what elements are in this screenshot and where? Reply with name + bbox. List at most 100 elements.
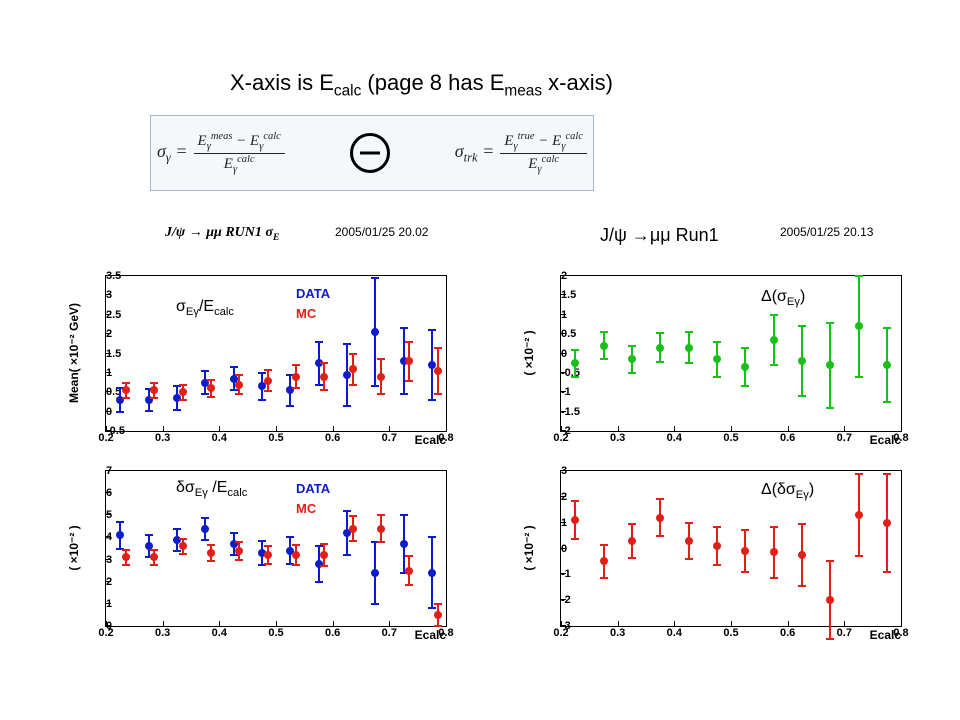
x-tick: 0.3 [155,626,170,639]
y-axis-label: ( ×10⁻² ) [67,525,81,570]
data-point [377,373,385,381]
formula-sigma-gamma: σγ = Eγmeas − Eγcalc Eγcalc [157,131,285,174]
st-lhs: σtrk = [455,141,495,166]
plot-frame: Ecalc012345670.20.30.40.50.60.70.8δσEγ /… [105,470,447,627]
panel-top-right: Ecalc-2-1.5-1-0.500.511.520.20.30.40.50.… [515,275,910,455]
x-tick: 0.7 [382,626,397,639]
y-tick: 2 [561,270,563,282]
x-tick: 0.4 [212,431,227,444]
x-tick: 0.2 [553,626,568,639]
data-point [371,328,379,336]
y-tick: 2 [106,328,108,340]
x-tick: 0.3 [155,431,170,444]
y-tick: -1.5 [561,406,563,418]
data-point [179,388,187,396]
panel-bottom-left: Ecalc012345670.20.30.40.50.60.70.8δσEγ /… [60,470,455,650]
data-point [428,569,436,577]
y-tick: 1.5 [561,289,563,301]
plot-frame: Ecalc-0.500.511.522.533.50.20.30.40.50.6… [105,275,447,432]
y-tick: 7 [106,465,108,477]
data-point [628,355,636,363]
data-point [826,596,834,604]
y-tick: 0 [106,406,108,418]
x-tick: 0.4 [667,626,682,639]
data-point [883,519,891,527]
y-tick: 1.5 [106,348,108,360]
y-tick: 0.5 [106,386,108,398]
data-point [292,551,300,559]
y-tick: 2 [561,491,563,503]
data-point [798,357,806,365]
sg-lhs: σγ = [157,141,188,166]
data-point [713,355,721,363]
y-tick: -1 [561,386,563,398]
x-tick: 0.8 [893,431,908,444]
sg-num: Eγmeas − Eγcalc [194,131,285,153]
x-tick: 0.3 [610,626,625,639]
x-tick: 0.6 [780,431,795,444]
y-tick: 4 [106,531,108,543]
hdr-right-label: J/ψ →μμ Run1 [600,225,719,246]
data-point [349,525,357,533]
x-tick: 0.4 [212,626,227,639]
data-point [320,551,328,559]
series-label: Δ(δσEγ) [761,481,814,501]
t1: calc [334,82,361,99]
data-point [150,553,158,561]
formula-sigma-trk: σtrk = Eγtrue − Eγcalc Eγcalc [455,131,587,174]
data-point [116,531,124,539]
x-tick: 0.4 [667,431,682,444]
data-point [122,553,130,561]
y-tick: 5 [106,509,108,521]
data-point [600,557,608,565]
hdr-right-ts: 2005/01/25 20.13 [780,225,873,239]
data-point [741,547,749,555]
t3: meas [504,82,542,99]
data-point [770,336,778,344]
legend-mc: MC [296,501,316,516]
y-tick: -2 [561,594,563,606]
series-label: Δ(σEγ) [761,288,805,308]
x-tick: 0.2 [553,431,568,444]
t2: (page 8 has E [361,70,504,95]
x-tick: 0.6 [325,431,340,444]
st-den: Eγcalc [524,154,563,175]
data-point [264,551,272,559]
data-point [122,386,130,394]
y-tick: 3 [561,465,563,477]
data-point [264,377,272,385]
x-tick: 0.7 [382,431,397,444]
y-tick: 3.5 [106,270,108,282]
data-point [713,542,721,550]
page-root: X-axis is Ecalc (page 8 has Emeas x-axis… [0,0,960,720]
data-point [571,359,579,367]
data-point [405,567,413,575]
data-point [741,363,749,371]
data-point [855,511,863,519]
data-point [798,551,806,559]
x-tick: 0.5 [723,626,738,639]
legend-mc: MC [296,306,316,321]
y-tick: 2.5 [106,309,108,321]
x-tick: 0.7 [837,431,852,444]
y-tick: 0 [561,543,563,555]
data-point [434,611,442,619]
data-point [685,537,693,545]
x-tick: 0.5 [268,431,283,444]
data-point [377,525,385,533]
y-tick: 1 [106,598,108,610]
y-tick: 1 [561,309,563,321]
y-tick: 0.5 [561,328,563,340]
data-point [656,344,664,352]
x-tick: 0.3 [610,431,625,444]
data-point [770,548,778,556]
data-point [179,542,187,550]
series-label: σEγ/Ecalc [176,298,234,318]
t4: x-axis) [542,70,613,95]
data-point [685,344,693,352]
plot-frame: Ecalc-3-2-101230.20.30.40.50.60.70.8Δ(δσ… [560,470,902,627]
data-point [571,516,579,524]
panel-top-left: Ecalc-0.500.511.522.533.50.20.30.40.50.6… [60,275,455,455]
x-tick: 0.6 [780,626,795,639]
y-tick: 3 [106,554,108,566]
